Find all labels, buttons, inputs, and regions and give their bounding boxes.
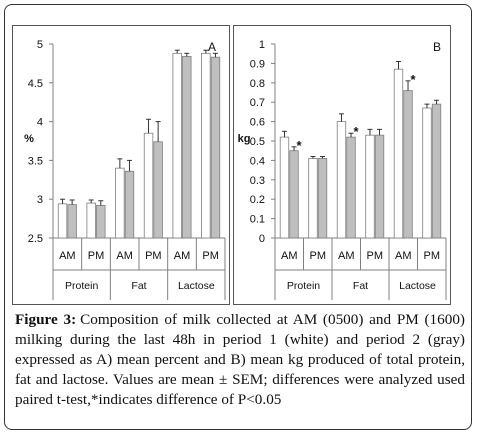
caption-text: Composition of milk collected at AM (050…: [15, 311, 465, 408]
chart-b-y-axis-label: kg: [238, 133, 251, 145]
chart-b-bar-period1: [393, 68, 404, 239]
chart-a-bar-period2: [67, 204, 77, 239]
chart-a-y-axis-label: %: [24, 133, 34, 145]
chart-b-significance-marker: *: [410, 72, 416, 87]
chart-b-y-tick-label: 0.8: [250, 78, 265, 90]
chart-a-bar-period1: [143, 132, 154, 239]
chart-a-bar-period2: [153, 141, 163, 239]
chart-a-svg: 2.5 3 3.5 4 4.5 5% A AM PM AM PM AM PM Protein Fat Lact…: [24, 39, 226, 300]
chart-b-y-tick-label: 0.4: [250, 155, 265, 167]
chart-a-y-tick-label: 4: [37, 117, 43, 129]
chart-b-bar-period2: [317, 158, 328, 239]
chart-a-category-label: PM: [202, 250, 219, 262]
chart-b-bar-period1: [308, 158, 318, 239]
chart-a-category-label: PM: [88, 250, 105, 262]
chart-b-category-label: AM: [338, 250, 355, 262]
chart-b-y-tick-label: 0.1: [250, 214, 265, 226]
chart-a-bar-period2: [96, 205, 106, 239]
figure-frame: 2.5 3 3.5 4 4.5 5% A AM PM AM PM AM PM Protein Fat Lact…: [4, 4, 472, 430]
chart-a-bar-period2: [124, 170, 135, 239]
chart-b-bar-period1: [279, 136, 290, 239]
chart-b-category-label: AM: [395, 250, 412, 262]
chart-a-category-label: AM: [174, 250, 191, 262]
chart-a-category-label: AM: [116, 250, 133, 262]
chart-a-bar-period1: [172, 52, 182, 239]
chart-a-y-tick-label: 4.5: [28, 78, 43, 90]
chart-b-panel-label: B: [433, 40, 441, 54]
chart-b-group-label: Protein: [287, 280, 320, 292]
chart-b-category-label: PM: [367, 250, 384, 262]
chart-b-bar-period2: [346, 136, 356, 239]
chart-b-y-tick-label: 0: [259, 233, 265, 245]
chart-b-y-tick-label: 0.3: [250, 175, 265, 187]
chart-a-bar-period1: [57, 203, 68, 239]
chart-b-bar-period2: [289, 150, 299, 239]
chart-panel-b: 0 0.1 0.2 0.3 0.4 0.5 0.6 0.7 0.8 0.9 1 kg B AM PM AM PM…: [233, 25, 451, 305]
chart-a-y-tick-label: 5: [37, 39, 43, 51]
chart-b-y-tick-label: 0.9: [250, 58, 265, 70]
chart-b-bar-period2: [431, 103, 442, 239]
chart-b-bar-period1: [336, 121, 347, 239]
chart-a-group-label: Fat: [131, 280, 146, 292]
chart-a-category-label: PM: [145, 250, 162, 262]
chart-a-group-label: Protein: [65, 280, 98, 292]
chart-b-group-label: Fat: [353, 280, 368, 292]
chart-a-category-label: AM: [59, 250, 76, 262]
chart-b-bar-period1: [365, 134, 375, 239]
chart-b-y-tick-label: 0.5: [250, 136, 265, 148]
chart-b-y-tick-label: 0.2: [250, 194, 265, 206]
chart-a-y-tick-label: 3.5: [28, 155, 43, 167]
chart-a-bar-period1: [115, 167, 125, 239]
chart-b-y-tick-label: 0.6: [250, 117, 265, 129]
chart-panel-a: 2.5 3 3.5 4 4.5 5% A AM PM AM PM AM PM Protein Fat Lact…: [12, 25, 230, 305]
chart-b-category-label: PM: [310, 250, 327, 262]
chart-b-svg: 0 0.1 0.2 0.3 0.4 0.5 0.6 0.7 0.8 0.9 1 kg B AM PM AM PM…: [238, 39, 447, 300]
chart-b-bar-period1: [422, 107, 432, 239]
chart-a-bar-period2: [182, 56, 192, 239]
chart-b-category-label: PM: [424, 250, 441, 262]
chart-a-y-tick-label: 2.5: [28, 233, 43, 245]
chart-a-y-tick-label: 3: [37, 194, 43, 206]
chart-b-significance-marker: *: [296, 138, 302, 153]
figure-caption: Figure 3: Composition of milk collected a…: [15, 310, 465, 410]
chart-b-bar-period2: [374, 134, 385, 239]
chart-b-group-label: Lactose: [399, 280, 436, 292]
chart-a-panel-label: A: [208, 40, 216, 54]
chart-b-category-label: AM: [281, 250, 298, 262]
chart-b-y-tick-label: 0.7: [250, 97, 265, 109]
chart-b-significance-marker: *: [353, 124, 359, 139]
chart-a-group-label: Lactose: [178, 280, 215, 292]
chart-b-y-tick-label: 1: [259, 39, 265, 51]
caption-label: Figure 3:: [15, 311, 77, 328]
chart-a-bar-period1: [201, 52, 211, 239]
chart-b-bar-period2: [403, 90, 413, 239]
chart-a-bar-period1: [86, 202, 96, 239]
chart-a-bar-period2: [210, 56, 221, 239]
